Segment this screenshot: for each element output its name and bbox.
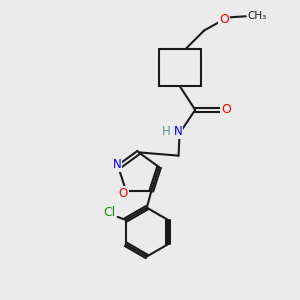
Text: O: O [221, 103, 231, 116]
Text: O: O [118, 187, 128, 200]
Text: N: N [112, 158, 121, 171]
Text: H: H [162, 125, 170, 138]
Text: CH₃: CH₃ [248, 11, 267, 21]
Text: N: N [174, 125, 182, 138]
Text: O: O [219, 13, 229, 26]
Text: Cl: Cl [103, 206, 116, 219]
